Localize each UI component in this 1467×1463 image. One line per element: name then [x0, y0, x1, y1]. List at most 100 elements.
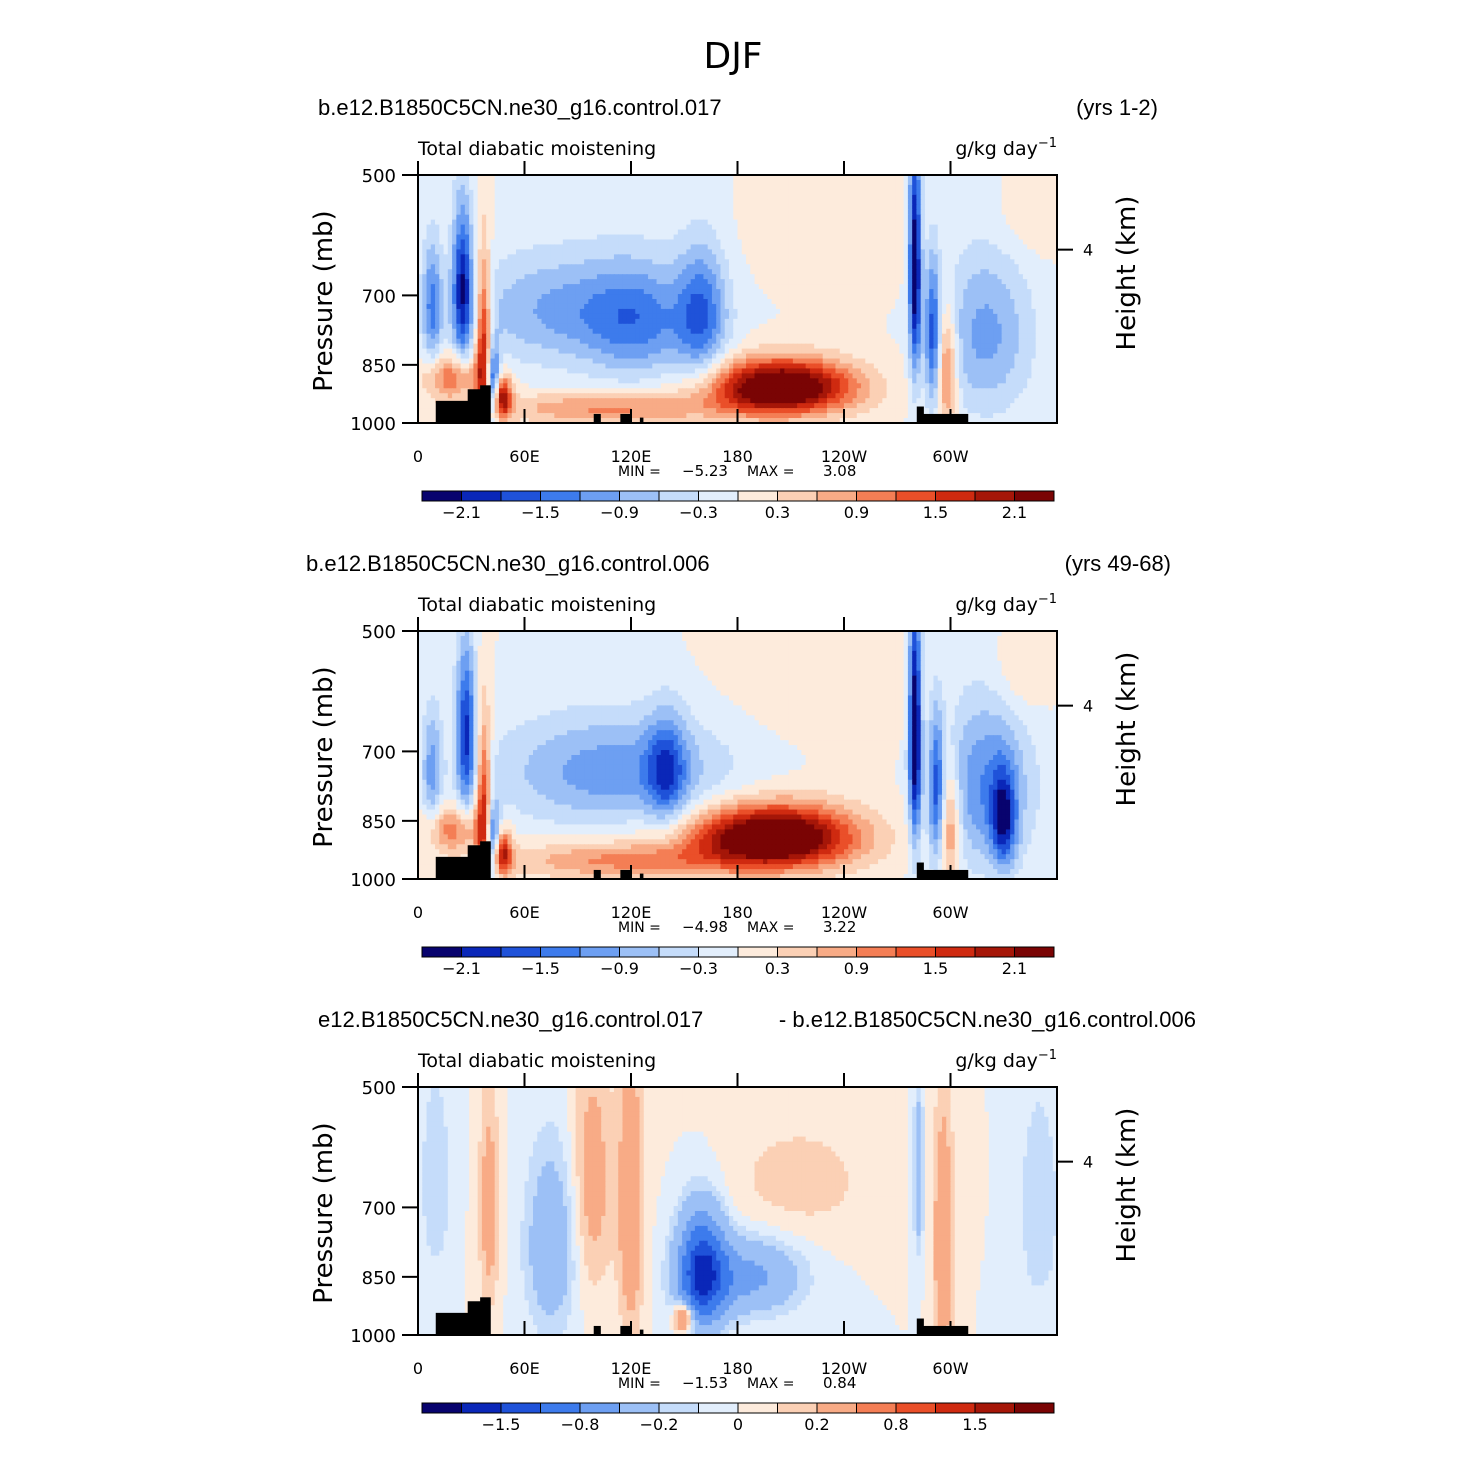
heatmap-cell [1044, 200, 1049, 206]
heatmap-cell [1031, 190, 1036, 196]
heatmap-cell [861, 190, 866, 196]
heatmap-cell [916, 215, 921, 221]
heatmap-cell [1010, 215, 1015, 221]
heatmap-cell [584, 235, 589, 241]
heatmap-cell [431, 225, 436, 231]
heatmap-cell [542, 190, 547, 196]
heatmap-cell [635, 205, 640, 211]
heatmap-cell [533, 235, 538, 241]
heatmap-cell [456, 230, 461, 236]
heatmap-cell [976, 210, 981, 216]
heatmap-cell [546, 239, 551, 245]
heatmap-cell [916, 205, 921, 211]
heatmap-cell [669, 225, 674, 231]
heatmap-cell [439, 205, 444, 211]
heatmap-cell [912, 195, 917, 201]
heatmap-cell [563, 200, 568, 206]
heatmap-cell [691, 205, 696, 211]
heatmap-cell [618, 230, 623, 236]
heatmap-cell [938, 230, 943, 236]
heatmap-cell [912, 210, 917, 216]
heatmap-cell [806, 195, 811, 201]
heatmap-cell [1044, 235, 1049, 241]
heatmap-cell [784, 185, 789, 191]
heatmap-cell [1031, 185, 1036, 191]
heatmap-cell [976, 225, 981, 231]
heatmap-cell [929, 180, 934, 186]
heatmap-cell [640, 205, 645, 211]
heatmap-cell [635, 225, 640, 231]
heatmap-cell [495, 230, 500, 236]
heatmap-cell [997, 230, 1002, 236]
heatmap-cell [887, 180, 892, 186]
heatmap-cell [857, 220, 862, 226]
heatmap-cell [456, 200, 461, 206]
heatmap-cell [580, 235, 585, 241]
heatmap-cell [542, 215, 547, 221]
heatmap-cell [780, 180, 785, 186]
heatmap-cell [848, 180, 853, 186]
heatmap-cell [669, 185, 674, 191]
heatmap-cell [640, 180, 645, 186]
heatmap-cell [469, 200, 474, 206]
heatmap-cell [946, 205, 951, 211]
heatmap-cell [456, 205, 461, 211]
heatmap-cell [529, 190, 534, 196]
heatmap-cell [929, 225, 934, 231]
heatmap-cell [899, 200, 904, 206]
heatmap-cell [431, 239, 436, 245]
heatmap-cell [695, 235, 700, 241]
heatmap-cell [473, 210, 478, 216]
heatmap-cell [1031, 195, 1036, 201]
heatmap-cell [878, 230, 883, 236]
heatmap-cell [767, 195, 772, 201]
heatmap-cell [478, 205, 483, 211]
heatmap-cell [759, 185, 764, 191]
heatmap-cell [512, 195, 517, 201]
heatmap-cell [529, 235, 534, 241]
heatmap-cell [844, 195, 849, 201]
heatmap-cell [831, 210, 836, 216]
heatmap-cell [1002, 220, 1007, 226]
heatmap-cell [916, 210, 921, 216]
heatmap-cell [657, 185, 662, 191]
heatmap-cell [708, 185, 713, 191]
heatmap-cell [478, 230, 483, 236]
heatmap-cell [827, 205, 832, 211]
heatmap-cell [848, 230, 853, 236]
heatmap-cell [682, 205, 687, 211]
heatmap-cell [921, 200, 926, 206]
heatmap-cell [597, 225, 602, 231]
heatmap-cell [452, 220, 457, 226]
heatmap-cell [725, 200, 730, 206]
heatmap-cell [520, 200, 525, 206]
heatmap-cell [959, 195, 964, 201]
heatmap-cell [516, 195, 521, 201]
heatmap-cell [1002, 180, 1007, 186]
heatmap-cell [640, 185, 645, 191]
heatmap-cell [750, 190, 755, 196]
heatmap-cell [725, 210, 730, 216]
heatmap-cell [554, 215, 559, 221]
heatmap-cell [972, 230, 977, 236]
heatmap-cell [469, 239, 474, 245]
heatmap-cell [933, 205, 938, 211]
heatmap-cell [925, 230, 930, 236]
heatmap-cell [742, 205, 747, 211]
heatmap-cell [963, 210, 968, 216]
heatmap-cell [473, 239, 478, 245]
heatmap-cell [776, 180, 781, 186]
heatmap-cell [801, 210, 806, 216]
heatmap-cell [473, 205, 478, 211]
heatmap-cell [571, 195, 576, 201]
heatmap-cell [691, 180, 696, 186]
heatmap-cell [691, 225, 696, 231]
heatmap-cell [912, 230, 917, 236]
heatmap-cell [916, 195, 921, 201]
heatmap-cell [444, 225, 449, 231]
heatmap-cell [997, 180, 1002, 186]
heatmap-cell [678, 225, 683, 231]
heatmap-cell [955, 200, 960, 206]
heatmap-cell [652, 215, 657, 221]
heatmap-cell [533, 190, 538, 196]
